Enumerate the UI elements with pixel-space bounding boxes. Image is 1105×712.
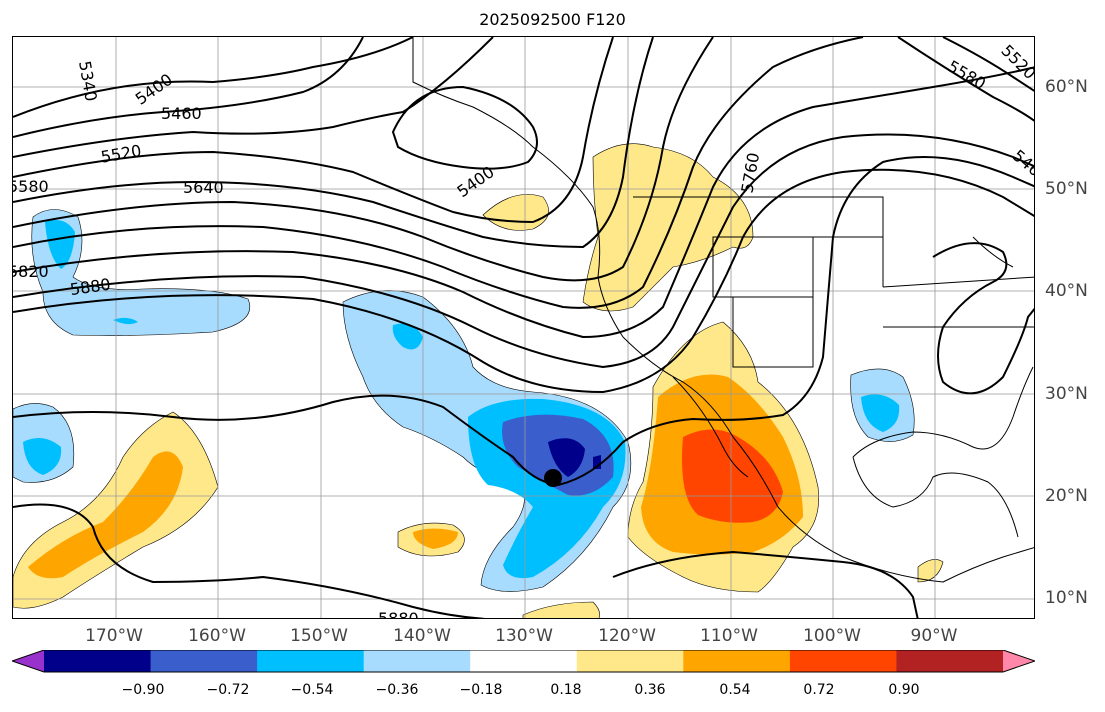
anomaly-shading xyxy=(13,143,944,618)
colorbar-tick: −0.72 xyxy=(206,682,250,698)
colorbar-segment xyxy=(150,650,258,672)
lon-label: 130°W xyxy=(495,626,553,646)
colorbar-segment xyxy=(257,650,365,672)
lon-label: 90°W xyxy=(910,626,958,646)
colorbar-segment xyxy=(896,650,1004,672)
contour-label: 5400 xyxy=(132,70,176,109)
lat-label: 10°N xyxy=(1045,588,1088,608)
map-svg: 5340 5400 5460 5520 5580 5640 5820 5880 … xyxy=(13,37,1035,619)
lat-label: 60°N xyxy=(1045,77,1088,97)
colorbar-tick: −0.90 xyxy=(121,682,165,698)
colorbar-segment xyxy=(789,650,897,672)
lon-label: 150°W xyxy=(290,626,348,646)
contour-label: 5520 xyxy=(99,141,142,167)
colorbar xyxy=(12,650,1035,673)
contour-label: 5820 xyxy=(13,262,49,281)
colorbar-tick: −0.54 xyxy=(290,682,334,698)
lon-label: 170°W xyxy=(85,626,143,646)
colorbar-outline xyxy=(12,650,1035,673)
contour-label: 5580 xyxy=(944,57,989,94)
contour-label: 5460 xyxy=(161,104,202,123)
colorbar-segment xyxy=(44,650,152,672)
lat-label: 40°N xyxy=(1045,281,1088,301)
colorbar-segment xyxy=(576,650,684,672)
colorbar-segment xyxy=(470,650,578,672)
colorbar-tick: −0.18 xyxy=(459,682,503,698)
colorbar-tick: 0.18 xyxy=(550,682,582,698)
lon-label: 100°W xyxy=(803,626,861,646)
colorbar-segments xyxy=(12,650,1035,673)
colorbar-extend-high xyxy=(1003,650,1035,672)
height-contours xyxy=(13,37,1034,618)
lon-label: 160°W xyxy=(188,626,246,646)
colorbar-tick: 0.90 xyxy=(888,682,920,698)
storm-center-marker xyxy=(544,469,562,487)
colorbar-tick: 0.72 xyxy=(803,682,835,698)
lon-label: 140°W xyxy=(393,626,451,646)
map-panel: 5340 5400 5460 5520 5580 5640 5820 5880 … xyxy=(12,36,1035,619)
map-title: 2025092500 F120 xyxy=(479,10,626,29)
lon-label: 110°W xyxy=(700,626,758,646)
colorbar-segment xyxy=(363,650,471,672)
lon-label: 120°W xyxy=(598,626,656,646)
lat-label: 20°N xyxy=(1045,486,1088,506)
colorbar-tick: 0.36 xyxy=(634,682,666,698)
colorbar-segment xyxy=(683,650,791,672)
contour-label: 5760 xyxy=(737,151,763,194)
contour-label: 5880 xyxy=(378,609,419,619)
colorbar-tick: 0.54 xyxy=(719,682,751,698)
lat-label: 30°N xyxy=(1045,384,1088,404)
contour-label: 5520 xyxy=(997,41,1035,83)
colorbar-tick: −0.36 xyxy=(375,682,419,698)
contour-label: 5580 xyxy=(13,177,49,196)
lat-label: 50°N xyxy=(1045,179,1088,199)
colorbar-extend-low xyxy=(12,650,44,672)
coastlines xyxy=(412,37,1034,583)
contour-label: 5640 xyxy=(183,178,224,197)
